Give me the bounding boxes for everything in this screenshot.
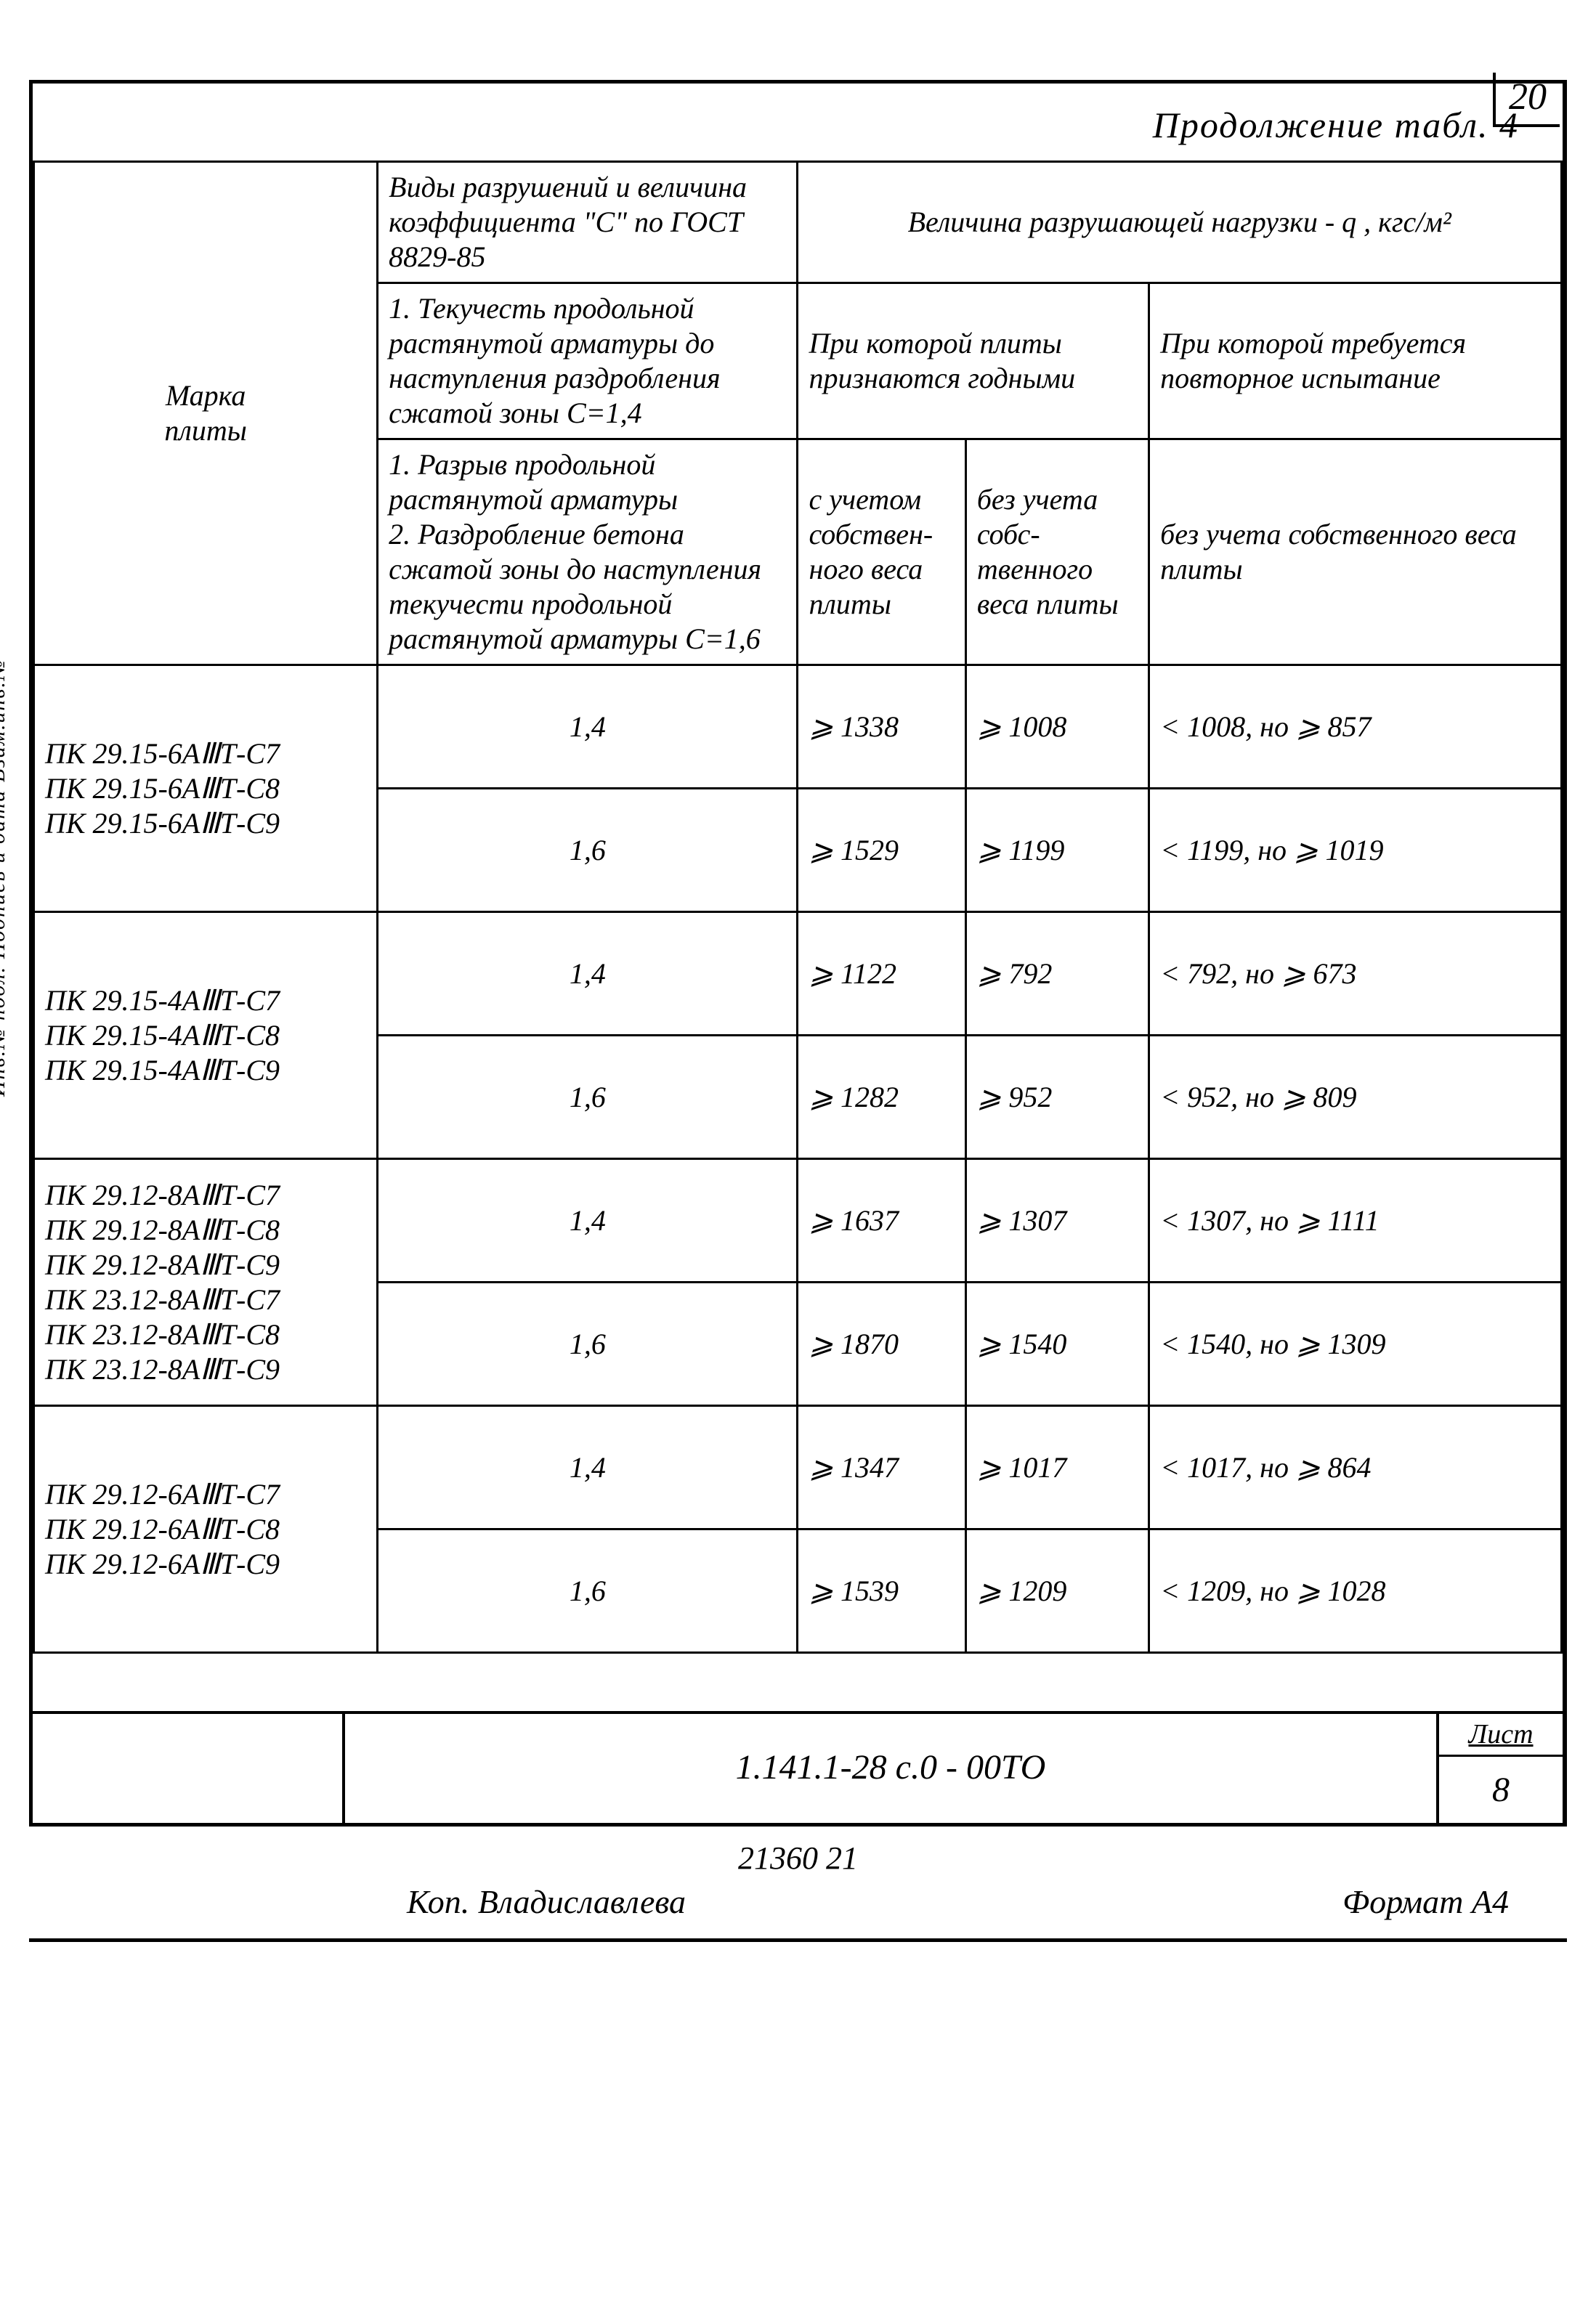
value-cell: ⩾ 1307 — [965, 1159, 1149, 1283]
header-col2-top: Виды разрушений и величина коэффициента … — [378, 162, 798, 283]
header-col5-bot: без учета собственного веса плиты — [1149, 439, 1562, 665]
value-cell: ⩾ 1199 — [965, 789, 1149, 912]
value-cell: ⩾ 1338 — [798, 665, 965, 789]
table-row: ПК 29.15-4АⅢТ-С7ПК 29.15-4АⅢТ-С8ПК 29.15… — [34, 912, 1562, 1036]
marka-cell: ПК 29.12-8АⅢТ-С7ПК 29.12-8АⅢТ-С8ПК 29.12… — [34, 1159, 378, 1406]
footer-line-2: Коп. Владиславлева Формат А4 — [29, 1880, 1567, 1931]
marka-cell: ПК 29.15-4АⅢТ-С7ПК 29.15-4АⅢТ-С8ПК 29.15… — [34, 912, 378, 1159]
marka-line: ПК 29.12-8АⅢТ-С8 — [45, 1213, 366, 1248]
sheet-number: 8 — [1439, 1757, 1563, 1823]
value-cell: ⩾ 1209 — [965, 1529, 1149, 1653]
load-table: Марка плиты Виды разрушений и величина к… — [33, 161, 1563, 1711]
table-header-row: Марка плиты Виды разрушений и величина к… — [34, 162, 1562, 283]
marka-line: ПК 29.12-8АⅢТ-С9 — [45, 1248, 366, 1283]
marka-line: ПК 23.12-8АⅢТ-С8 — [45, 1317, 366, 1352]
spacer-row — [34, 1653, 1562, 1711]
coef-cell: 1,6 — [378, 789, 798, 912]
marka-line: ПК 23.12-8АⅢТ-С7 — [45, 1283, 366, 1317]
marka-line: ПК 29.15-4АⅢТ-С9 — [45, 1053, 366, 1088]
value-cell: ⩾ 1637 — [798, 1159, 965, 1283]
value-cell: ⩾ 1347 — [798, 1406, 965, 1529]
table-row: ПК 29.12-8АⅢТ-С7ПК 29.12-8АⅢТ-С8ПК 29.12… — [34, 1159, 1562, 1283]
title-block: 1.141.1-28 с.0 - 00ТО Лист 8 — [33, 1711, 1563, 1823]
range-cell: < 1017, но ⩾ 864 — [1149, 1406, 1562, 1529]
value-cell: ⩾ 1540 — [965, 1283, 1149, 1406]
range-cell: < 1008, но ⩾ 857 — [1149, 665, 1562, 789]
marka-line: ПК 29.15-4АⅢТ-С8 — [45, 1018, 366, 1053]
title-block-left — [33, 1714, 345, 1823]
drawing-code: 1.141.1-28 с.0 - 00ТО — [345, 1714, 1439, 1823]
marka-cell: ПК 29.15-6АⅢТ-С7ПК 29.15-6АⅢТ-С8ПК 29.15… — [34, 665, 378, 912]
marka-line: ПК 29.12-6АⅢТ-С8 — [45, 1512, 366, 1547]
side-stamp-text: Инв.№ подл. Подпись и дата Взам.инв.№ — [0, 659, 10, 1097]
outer-frame: Продолжение табл. 4 Марка плиты Виды раз… — [29, 80, 1567, 1827]
value-cell: ⩾ 1008 — [965, 665, 1149, 789]
marka-cell: ПК 29.12-6АⅢТ-С7ПК 29.12-6АⅢТ-С8ПК 29.12… — [34, 1406, 378, 1653]
table-row: ПК 29.15-6АⅢТ-С7ПК 29.15-6АⅢТ-С8ПК 29.15… — [34, 665, 1562, 789]
sheet-label: Лист — [1439, 1714, 1563, 1757]
header-col2-mid: 1. Текучесть продольной растянутой армат… — [378, 283, 798, 439]
coef-cell: 1,6 — [378, 1529, 798, 1653]
range-cell: < 1199, но ⩾ 1019 — [1149, 789, 1562, 912]
marka-line: ПК 29.12-6АⅢТ-С9 — [45, 1547, 366, 1582]
header-col4-mid: При которой требуется повторное испытани… — [1149, 283, 1562, 439]
footer-line-1: 21360 21 — [29, 1827, 1567, 1880]
range-cell: < 792, но ⩾ 673 — [1149, 912, 1562, 1036]
header-col4-bot: без уче­та собс­твенного веса плиты — [965, 439, 1149, 665]
range-cell: < 952, но ⩾ 809 — [1149, 1036, 1562, 1159]
marka-line: ПК 29.12-8АⅢТ-С7 — [45, 1178, 366, 1213]
table-row: ПК 29.12-6АⅢТ-С7ПК 29.12-6АⅢТ-С8ПК 29.12… — [34, 1406, 1562, 1529]
value-cell: ⩾ 1529 — [798, 789, 965, 912]
value-cell: ⩾ 1017 — [965, 1406, 1149, 1529]
header-marka-text: Марка плиты — [164, 379, 246, 447]
coef-cell: 1,4 — [378, 1159, 798, 1283]
value-cell: ⩾ 792 — [965, 912, 1149, 1036]
value-cell: ⩾ 952 — [965, 1036, 1149, 1159]
coef-cell: 1,6 — [378, 1283, 798, 1406]
header-col3-mid: При которой плиты призна­ются годными — [798, 283, 1149, 439]
header-col2-bot: 1. Разрыв продольной растянутой арматуры… — [378, 439, 798, 665]
title-block-right: Лист 8 — [1439, 1714, 1563, 1823]
coef-cell: 1,4 — [378, 912, 798, 1036]
header-marka: Марка плиты — [34, 162, 378, 665]
coef-cell: 1,6 — [378, 1036, 798, 1159]
footer-copied-by: Коп. Владиславлева — [407, 1882, 686, 1921]
marka-line: ПК 23.12-8АⅢТ-С9 — [45, 1352, 366, 1387]
footer-format: Формат А4 — [1342, 1882, 1509, 1921]
marka-line: ПК 29.12-6АⅢТ-С7 — [45, 1477, 366, 1512]
range-cell: < 1209, но ⩾ 1028 — [1149, 1529, 1562, 1653]
drawing-sheet: 20 Инв.№ подл. Подпись и дата Взам.инв.№… — [29, 80, 1567, 1942]
coef-cell: 1,4 — [378, 1406, 798, 1529]
range-cell: < 1540, но ⩾ 1309 — [1149, 1283, 1562, 1406]
header-right-top: Величина разрушающей нагрузки - q , кгс/… — [798, 162, 1562, 283]
marka-line: ПК 29.15-6АⅢТ-С7 — [45, 736, 366, 771]
marka-line: ПК 29.15-4АⅢТ-С7 — [45, 983, 366, 1018]
value-cell: ⩾ 1122 — [798, 912, 965, 1036]
header-col3-bot: с учетом собствен­ного ве­са плиты — [798, 439, 965, 665]
marka-line: ПК 29.15-6АⅢТ-С8 — [45, 771, 366, 806]
marka-line: ПК 29.15-6АⅢТ-С9 — [45, 806, 366, 841]
bottom-rule — [29, 1938, 1567, 1942]
table-continuation-caption: Продолжение табл. 4 — [33, 84, 1563, 161]
coef-cell: 1,4 — [378, 665, 798, 789]
value-cell: ⩾ 1539 — [798, 1529, 965, 1653]
value-cell: ⩾ 1282 — [798, 1036, 965, 1159]
range-cell: < 1307, но ⩾ 1111 — [1149, 1159, 1562, 1283]
value-cell: ⩾ 1870 — [798, 1283, 965, 1406]
